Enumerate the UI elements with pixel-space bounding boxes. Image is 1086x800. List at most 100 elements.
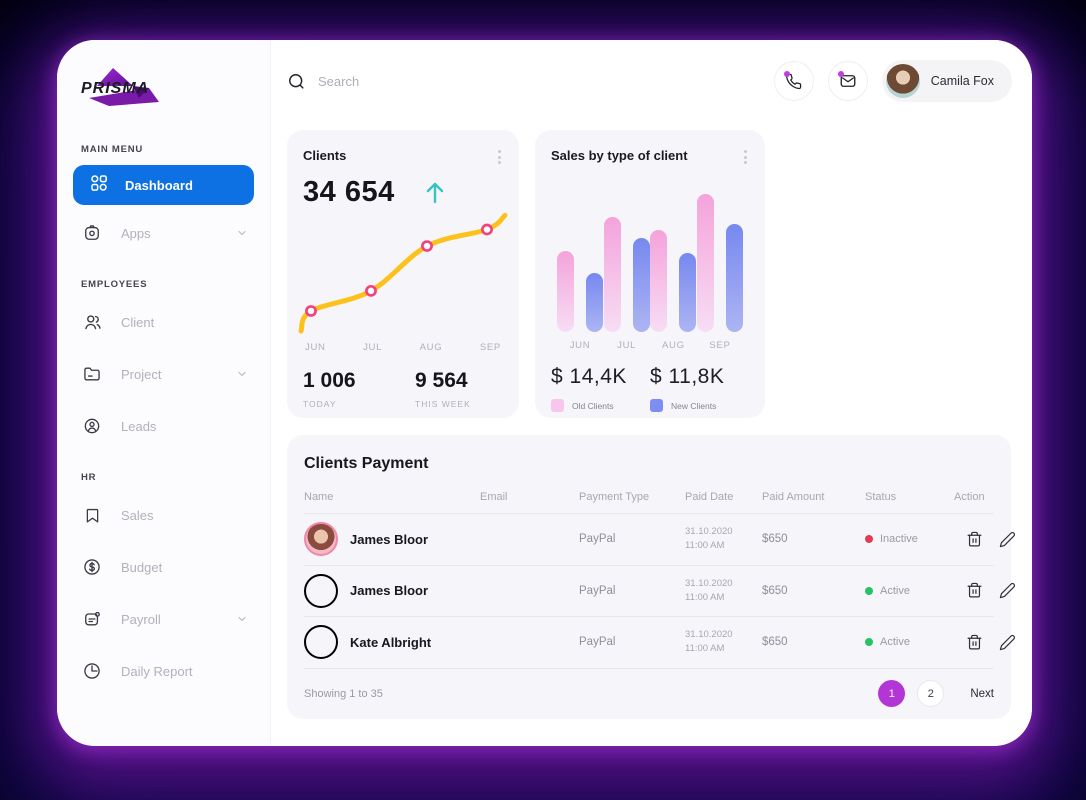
table-footer: Showing 1 to 35 1 2 Next: [304, 667, 994, 720]
sidebar-item-sales[interactable]: Sales: [57, 489, 270, 541]
table-title: Clients Payment: [304, 455, 429, 472]
month-label: SEP: [709, 340, 731, 351]
phone-button[interactable]: [773, 61, 814, 101]
bar-group: [603, 217, 650, 332]
bar-new-clients: [725, 224, 743, 332]
dashboard-icon: [89, 173, 109, 198]
sidebar-item-daily-report[interactable]: Daily Report: [57, 645, 270, 697]
sidebar-item-apps[interactable]: Apps: [57, 207, 270, 259]
col-header-email: Email: [480, 491, 508, 503]
data-point-marker: [421, 240, 433, 252]
trend-up-arrow-icon: [426, 182, 443, 203]
line-series: [298, 212, 508, 334]
bar-new-clients: [632, 238, 650, 332]
user-menu[interactable]: Camila Fox: [881, 60, 1012, 102]
client-avatar: [304, 573, 338, 608]
col-header-name: Name: [304, 491, 334, 503]
sidebar-item-leads[interactable]: Leads: [57, 400, 270, 452]
month-label: JUN: [569, 340, 591, 351]
data-point-marker: [365, 285, 377, 297]
paid-amount: $650: [762, 636, 788, 649]
clients-today-value: 1 006: [303, 369, 356, 392]
edit-pencil-icon: [999, 531, 1015, 547]
page-2-button[interactable]: 2: [917, 680, 945, 708]
sidebar-item-label: Sales: [121, 507, 154, 523]
pagination: 1 2 Next: [878, 680, 994, 708]
page-1-button[interactable]: 1: [878, 680, 906, 708]
table-row: James Bloor PayPal 31.10.2020 11:00 AM $6…: [304, 513, 1015, 565]
sidebar-item-label: Budget: [121, 559, 163, 575]
app-window: PRISMA MAIN MENU Dashboard: [57, 40, 1032, 746]
next-page-button[interactable]: Next: [970, 687, 994, 700]
paid-date: 31.10.2020 11:00 AM: [685, 629, 733, 655]
kebab-menu-icon[interactable]: [496, 148, 503, 166]
month-label: AUG: [661, 340, 685, 351]
sidebar-item-label: Client: [121, 314, 155, 330]
topbar-actions: Camila Fox: [773, 60, 1012, 102]
kebab-menu-icon[interactable]: [742, 148, 749, 166]
sales-card: Sales by type of client JUN JUL AUG SEP $ 1…: [535, 130, 765, 418]
bar-group: [650, 230, 697, 332]
mail-button[interactable]: [827, 61, 868, 101]
phone-notification-dot: [783, 71, 790, 77]
client-name: James Bloor: [350, 583, 429, 599]
sidebar-item-label: Apps: [121, 225, 151, 241]
month-label: AUG: [419, 342, 443, 353]
search-input[interactable]: [318, 73, 508, 89]
col-header-paid-date: Paid Date: [685, 491, 734, 503]
edit-button[interactable]: [999, 531, 1016, 548]
trash-icon: [967, 583, 982, 598]
sidebar-item-label: Project: [121, 366, 162, 382]
month-label: JUL: [363, 342, 383, 353]
status-dot: [865, 586, 873, 595]
paid-date: 31.10.2020 11:00 AM: [685, 526, 733, 552]
daily-report-pie-icon: [81, 660, 103, 682]
payment-type: PayPal: [579, 533, 616, 546]
sales-bar-chart: [551, 180, 749, 332]
chevron-down-icon: [236, 613, 248, 625]
search-bar: [287, 72, 508, 91]
sidebar-item-dashboard[interactable]: Dashboard: [73, 165, 254, 205]
edit-button[interactable]: [999, 634, 1016, 651]
apps-icon: [81, 222, 103, 244]
table-header-row: Name Email Payment Type Paid Date Paid A…: [304, 491, 994, 513]
trash-icon: [967, 634, 982, 650]
legend-swatch-pink: [551, 399, 564, 412]
sidebar-item-client[interactable]: Client: [57, 296, 270, 348]
delete-button[interactable]: [966, 582, 983, 599]
delete-button[interactable]: [966, 634, 983, 651]
legend-new-clients: New Clients: [650, 399, 749, 412]
paid-amount: $650: [762, 584, 788, 597]
bar-old-clients: [557, 251, 574, 332]
stat-cards-row: Clients 34 654 JUN JUL AUG SEP 1 006 TODAY: [287, 130, 1012, 418]
bar-chart-month-labels: JUN JUL AUG SEP: [551, 340, 749, 351]
edit-button[interactable]: [999, 582, 1016, 599]
delete-button[interactable]: [966, 531, 983, 548]
month-label: SEP: [479, 342, 501, 353]
sidebar-item-project[interactable]: Project: [57, 348, 270, 400]
status-badge: Active: [865, 585, 954, 597]
month-label: JUL: [617, 340, 637, 351]
chevron-down-icon: [236, 368, 248, 380]
budget-dollar-icon: [81, 556, 103, 578]
table-row: Kate Albright PayPal 31.10.2020 11:00 AM …: [304, 616, 1015, 668]
clients-icon: [81, 311, 103, 333]
search-icon: [289, 73, 304, 89]
client-name: James Bloor: [350, 531, 429, 547]
sidebar-item-label: Dashboard: [125, 177, 193, 193]
sales-bookmark-icon: [81, 504, 103, 526]
bar-new-clients: [679, 253, 697, 332]
main-content: Camila Fox Clients 34 654 JUN JUL AUG SEP: [271, 40, 1032, 746]
client-avatar: [304, 522, 338, 557]
col-header-status: Status: [865, 491, 897, 503]
prisma-logo: PRISMA: [79, 64, 169, 110]
clients-today-label: TODAY: [303, 399, 337, 409]
showing-text: Showing 1 to 35: [304, 687, 383, 700]
sidebar-item-payroll[interactable]: Payroll: [57, 593, 270, 645]
payment-type: PayPal: [579, 584, 616, 597]
clients-line-chart: [298, 212, 508, 334]
user-name: Camila Fox: [930, 74, 994, 88]
sidebar-item-budget[interactable]: Budget: [57, 541, 270, 593]
bar-new-clients: [586, 273, 603, 332]
clients-total: 34 654: [303, 176, 395, 208]
